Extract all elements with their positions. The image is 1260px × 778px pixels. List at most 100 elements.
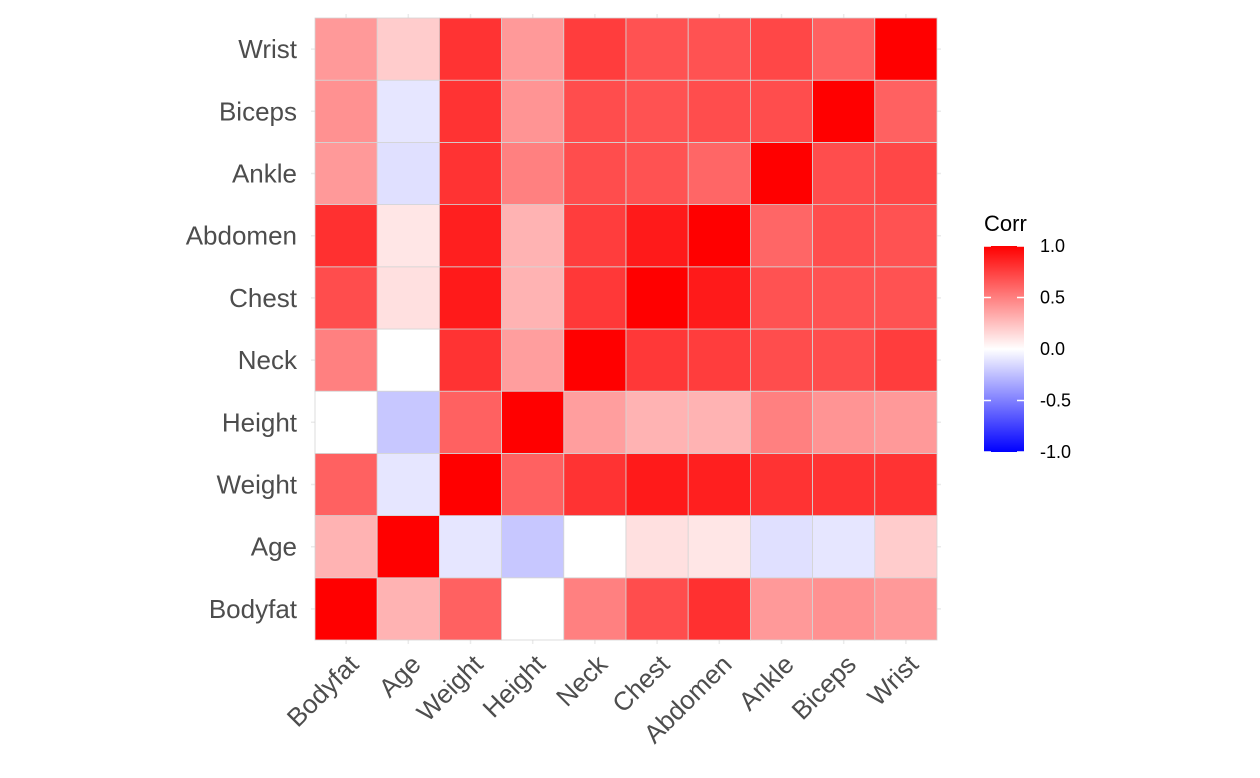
legend-tick-label: -1.0 — [1040, 442, 1071, 462]
cell-neck-abdomen — [687, 328, 751, 392]
cell-abdomen-height — [501, 204, 565, 268]
cell-biceps-weight — [438, 79, 502, 143]
cell-height-ankle — [750, 390, 814, 454]
cell-bodyfat-biceps — [812, 577, 876, 641]
x-tick-weight: Weight — [411, 648, 490, 727]
cell-height-height — [501, 390, 565, 454]
cell-chest-weight — [438, 266, 502, 330]
cell-height-age — [376, 390, 440, 454]
y-tick-abdomen: Abdomen — [186, 221, 297, 251]
cell-wrist-bodyfat — [314, 17, 378, 81]
cell-height-abdomen — [687, 390, 751, 454]
heatmap-cells — [314, 17, 938, 641]
cell-height-bodyfat — [314, 390, 378, 454]
cell-ankle-wrist — [874, 141, 938, 205]
cell-weight-weight — [438, 452, 502, 516]
cell-bodyfat-wrist — [874, 577, 938, 641]
cell-weight-wrist — [874, 452, 938, 516]
cell-biceps-chest — [625, 79, 689, 143]
cell-neck-neck — [563, 328, 627, 392]
cell-abdomen-bodyfat — [314, 204, 378, 268]
cell-abdomen-biceps — [812, 204, 876, 268]
cell-weight-ankle — [750, 452, 814, 516]
cell-chest-ankle — [750, 266, 814, 330]
cell-age-neck — [563, 515, 627, 579]
y-tick-bodyfat: Bodyfat — [209, 594, 298, 624]
y-tick-biceps: Biceps — [219, 96, 297, 126]
cell-biceps-bodyfat — [314, 79, 378, 143]
cell-ankle-age — [376, 141, 440, 205]
cell-ankle-abdomen — [687, 141, 751, 205]
cell-bodyfat-neck — [563, 577, 627, 641]
cell-height-biceps — [812, 390, 876, 454]
cell-biceps-neck — [563, 79, 627, 143]
cell-neck-age — [376, 328, 440, 392]
cell-ankle-height — [501, 141, 565, 205]
cell-wrist-abdomen — [687, 17, 751, 81]
cell-biceps-abdomen — [687, 79, 751, 143]
x-tick-biceps: Biceps — [786, 649, 862, 725]
cell-neck-height — [501, 328, 565, 392]
cell-chest-age — [376, 266, 440, 330]
cell-height-wrist — [874, 390, 938, 454]
cell-chest-biceps — [812, 266, 876, 330]
cell-ankle-chest — [625, 141, 689, 205]
cell-weight-age — [376, 452, 440, 516]
cell-weight-height — [501, 452, 565, 516]
cell-neck-chest — [625, 328, 689, 392]
cell-wrist-chest — [625, 17, 689, 81]
cell-neck-wrist — [874, 328, 938, 392]
y-axis-tick-labels: Bodyfat Age Weight Height Neck Chest Abdomen An… — [186, 34, 298, 624]
cell-chest-height — [501, 266, 565, 330]
cell-biceps-wrist — [874, 79, 938, 143]
cell-bodyfat-abdomen — [687, 577, 751, 641]
cell-ankle-biceps — [812, 141, 876, 205]
cell-abdomen-ankle — [750, 204, 814, 268]
cell-abdomen-chest — [625, 204, 689, 268]
cell-ankle-bodyfat — [314, 141, 378, 205]
legend-title: Corr — [984, 211, 1027, 236]
cell-wrist-ankle — [750, 17, 814, 81]
cell-bodyfat-age — [376, 577, 440, 641]
cell-abdomen-neck — [563, 204, 627, 268]
y-tick-weight: Weight — [217, 470, 298, 500]
cell-chest-bodyfat — [314, 266, 378, 330]
cell-ankle-weight — [438, 141, 502, 205]
cell-chest-abdomen — [687, 266, 751, 330]
cell-weight-biceps — [812, 452, 876, 516]
cell-biceps-biceps — [812, 79, 876, 143]
cell-wrist-weight — [438, 17, 502, 81]
cell-weight-bodyfat — [314, 452, 378, 516]
cell-age-bodyfat — [314, 515, 378, 579]
x-tick-height: Height — [477, 648, 552, 723]
legend-ticks: 1.0 0.5 0.0 -0.5 -1.0 — [984, 236, 1071, 462]
x-tick-age: Age — [373, 649, 427, 703]
cell-abdomen-wrist — [874, 204, 938, 268]
cell-chest-chest — [625, 266, 689, 330]
cell-chest-wrist — [874, 266, 938, 330]
cell-weight-abdomen — [687, 452, 751, 516]
cell-abdomen-age — [376, 204, 440, 268]
cell-ankle-neck — [563, 141, 627, 205]
legend-tick-label: 0.0 — [1040, 339, 1065, 359]
y-tick-age: Age — [251, 532, 297, 562]
cell-age-wrist — [874, 515, 938, 579]
cell-wrist-height — [501, 17, 565, 81]
legend-tick-label: 1.0 — [1040, 236, 1065, 256]
cell-bodyfat-height — [501, 577, 565, 641]
cell-age-weight — [438, 515, 502, 579]
cell-bodyfat-ankle — [750, 577, 814, 641]
cell-wrist-age — [376, 17, 440, 81]
cell-bodyfat-chest — [625, 577, 689, 641]
cell-weight-neck — [563, 452, 627, 516]
cell-biceps-height — [501, 79, 565, 143]
cell-weight-chest — [625, 452, 689, 516]
y-tick-neck: Neck — [238, 345, 298, 375]
cell-age-chest — [625, 515, 689, 579]
cell-ankle-ankle — [750, 141, 814, 205]
cell-biceps-age — [376, 79, 440, 143]
x-tick-wrist: Wrist — [861, 648, 924, 711]
cell-age-height — [501, 515, 565, 579]
cell-neck-biceps — [812, 328, 876, 392]
